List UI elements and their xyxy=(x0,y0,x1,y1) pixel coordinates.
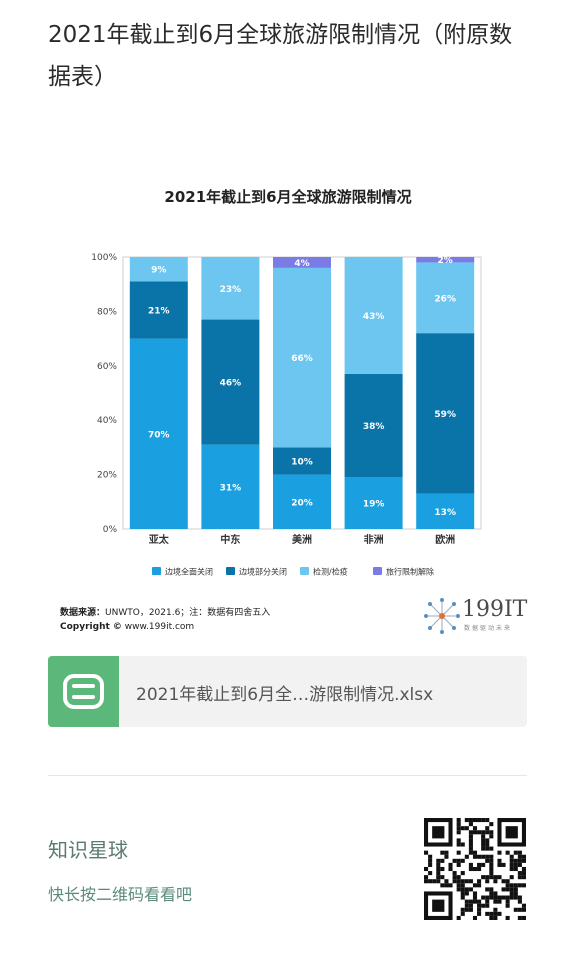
bar-value-label: 4% xyxy=(294,259,309,269)
bar-segment xyxy=(201,319,260,445)
y-tick-label: 40% xyxy=(97,416,117,426)
legend-swatch xyxy=(373,567,382,575)
bar-segment xyxy=(129,281,188,339)
stacked-bar-chart: 2021年截止到6月全球旅游限制情况 0% 20% 40% 60% 80% 100% 70%… xyxy=(91,188,482,577)
divider xyxy=(48,775,527,776)
bar-value-label: 38% xyxy=(363,422,385,432)
chart-title: 2021年截止到6月全球旅游限制情况 xyxy=(164,188,411,206)
bar-value-label: 46% xyxy=(220,379,242,389)
bar-value-label: 70% xyxy=(148,430,170,440)
planet-subtitle: 快长按二维码看看吧 xyxy=(48,885,193,904)
bar-value-label: 9% xyxy=(151,266,166,276)
brand-logo: 199IT 数据驱动未来 xyxy=(422,597,527,635)
spreadsheet-icon xyxy=(48,656,119,727)
article-title: 2021年截止到6月全球旅游限制情况（附原数据表） xyxy=(48,22,513,90)
bar-segment xyxy=(129,257,188,282)
y-tick-label: 60% xyxy=(97,362,117,372)
x-tick-label: 美洲 xyxy=(292,533,312,546)
bar-segment xyxy=(201,257,260,320)
bar-segment xyxy=(273,474,331,529)
file-name: 2021年截止到6月全…游限制情况.xlsx xyxy=(136,685,434,705)
x-tick-label: 中东 xyxy=(220,533,240,546)
y-tick-label: 0% xyxy=(103,525,118,535)
planet-title: 知识星球 xyxy=(48,838,128,862)
legend-swatch xyxy=(226,567,235,575)
bar-segment xyxy=(344,373,403,478)
bar-segment xyxy=(129,338,188,529)
copyright-label: Copyright © xyxy=(60,622,122,632)
legend-label: 边境部分关闭 xyxy=(239,567,287,577)
x-tick-label: 欧洲 xyxy=(435,533,455,546)
file-attachment[interactable]: 2021年截止到6月全…游限制情况.xlsx xyxy=(48,656,527,727)
copyright-url: www.199it.com xyxy=(124,622,195,632)
bar-value-label: 20% xyxy=(291,498,313,508)
bar-value-label: 26% xyxy=(434,294,456,304)
y-tick-label: 20% xyxy=(97,471,117,481)
chart-image: 2021年截止到6月全球旅游限制情况 0% 20% 40% 60% 80% 100% 70%… xyxy=(48,160,528,640)
bar-value-label: 31% xyxy=(220,483,242,493)
legend-label: 旅行限制解除 xyxy=(386,567,434,577)
data-source-text: UNWTO，2021.6；注：数据有四舍五入 xyxy=(105,608,271,618)
bar-segment xyxy=(201,444,260,529)
y-tick-label: 100% xyxy=(91,253,117,263)
x-tick-label: 非洲 xyxy=(364,533,384,546)
bar-segment xyxy=(273,257,331,268)
bar-segment xyxy=(416,262,475,334)
bar-segment xyxy=(273,267,331,448)
bar-value-label: 19% xyxy=(363,500,385,510)
bar-segment xyxy=(344,257,403,374)
x-tick-label: 亚太 xyxy=(149,533,170,546)
bar-value-label: 13% xyxy=(434,508,456,518)
bar-segment xyxy=(344,477,403,529)
bar-value-label: 21% xyxy=(148,307,170,317)
legend-label: 检测/检疫 xyxy=(313,567,348,577)
legend-label: 边境全面关闭 xyxy=(165,567,213,577)
legend-swatch xyxy=(152,567,161,575)
copyright: Copyright © www.199it.com xyxy=(60,622,194,632)
bar-value-label: 59% xyxy=(434,410,456,420)
data-source: 数据来源：UNWTO，2021.6；注：数据有四舍五入 xyxy=(60,605,270,618)
bar-value-label: 10% xyxy=(291,458,313,468)
bar-segment xyxy=(273,447,331,475)
bar-segment xyxy=(416,257,475,263)
bar-segment xyxy=(416,333,475,494)
data-source-label: 数据来源： xyxy=(60,608,106,618)
y-tick-label: 80% xyxy=(97,307,117,317)
qr-code-icon[interactable] xyxy=(424,818,526,920)
bar-value-label: 43% xyxy=(363,312,385,322)
bar-value-label: 66% xyxy=(291,354,313,364)
brand-tagline: 数据驱动未来 xyxy=(464,625,513,632)
legend-swatch xyxy=(300,567,309,575)
dandelion-icon xyxy=(424,598,460,634)
bar-segment xyxy=(416,493,475,529)
brand-name: 199IT xyxy=(462,597,528,622)
bar-value-label: 2% xyxy=(438,256,453,266)
bar-value-label: 23% xyxy=(220,285,242,295)
